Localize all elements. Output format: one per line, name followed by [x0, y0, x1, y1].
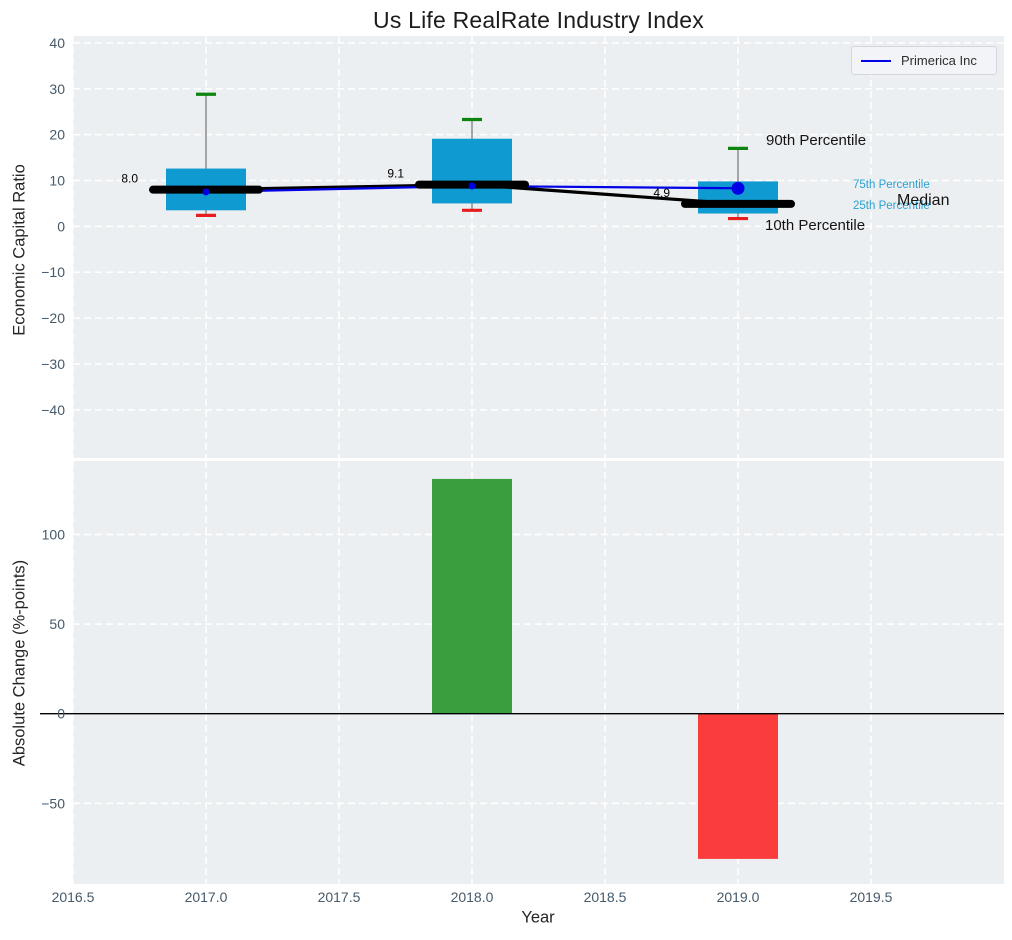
percentile-label-25th: 25th Percentile [853, 200, 930, 212]
primerica-marker-2018 [468, 182, 476, 190]
legend-label: Primerica Inc [901, 53, 977, 68]
y-axis-label-bottom: Absolute Change (%-points) [10, 559, 29, 767]
y-tick-label-top: 30 [49, 81, 65, 97]
y-tick-label-bottom: 0 [57, 706, 65, 722]
primerica-marker-2019 [731, 181, 745, 195]
y-tick-label-bottom: 100 [42, 526, 66, 542]
y-tick-label-top: −20 [41, 310, 65, 326]
bar-2019 [698, 713, 778, 859]
y-tick-label-top: 20 [49, 127, 65, 143]
percentile-label-median: Median [897, 192, 950, 209]
x-tick-label: 2018.5 [584, 889, 627, 905]
x-tick-label: 2017.5 [318, 889, 361, 905]
bottom-plot-area [73, 461, 1004, 884]
y-tick-label-top: −40 [41, 402, 65, 418]
median-value-annotation: 4.9 [653, 186, 670, 200]
x-axis-label: Year [521, 908, 555, 927]
y-axis-label-top: Economic Capital Ratio [10, 164, 29, 336]
legend: Primerica Inc [851, 46, 997, 75]
top-plot-area [73, 36, 1004, 458]
y-tick-label-top: 40 [49, 35, 65, 51]
x-tick-label: 2019.5 [850, 889, 893, 905]
bar-2018 [432, 478, 512, 714]
y-tick-label-top: 10 [49, 172, 65, 188]
box-2018 [432, 138, 512, 204]
median-value-annotation: 9.1 [387, 167, 404, 181]
y-tick-label-bottom: −50 [41, 795, 65, 811]
legend-line-swatch [861, 59, 891, 62]
primerica-marker-2017 [202, 188, 210, 196]
percentile-label-90th: 90th Percentile [766, 132, 867, 149]
y-tick-label-top: 0 [57, 218, 65, 234]
x-tick-label: 2016.5 [52, 889, 95, 905]
percentile-label-75th: 75th Percentile [853, 179, 930, 191]
x-tick-label: 2018.0 [451, 889, 494, 905]
median-value-annotation: 8.0 [121, 172, 138, 186]
y-tick-label-bottom: 50 [49, 616, 65, 632]
y-tick-label-top: −30 [41, 356, 65, 372]
y-tick-label-top: −10 [41, 264, 65, 280]
percentile-label-10th: 10th Percentile [765, 217, 866, 234]
x-tick-label: 2017.0 [185, 889, 228, 905]
chart-title: Us Life RealRate Industry Index [373, 7, 704, 33]
x-tick-label: 2019.0 [717, 889, 760, 905]
